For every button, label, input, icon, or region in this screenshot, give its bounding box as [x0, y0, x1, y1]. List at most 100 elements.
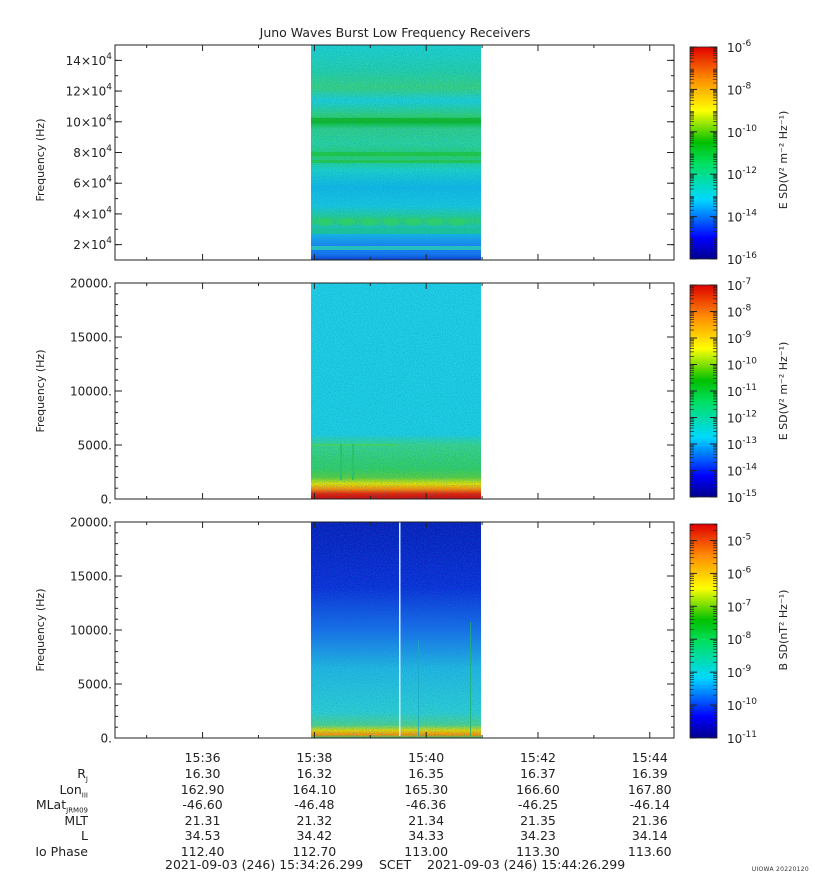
y-tick-label: 0. [101, 732, 112, 746]
panel-3-features [399, 522, 471, 736]
colorbar-tick-label: 10-7 [727, 598, 751, 614]
ephemeris-value: -46.25 [517, 797, 559, 812]
colorbar-tick-label: 10-11 [727, 730, 757, 746]
colorbar-tick-label: 10-12 [727, 166, 757, 182]
colorbar-tick-label: 10-9 [727, 330, 752, 346]
panel-1-colorbar-ticks: 10-6 10-8 10-10 10-12 10-14 10-16 [690, 39, 757, 267]
ephemeris-row-label: LonIII [59, 781, 88, 800]
ephemeris-value: 21.34 [408, 812, 445, 828]
panel-3-colorbar [690, 524, 717, 738]
y-tick-label: 15000. [70, 331, 112, 345]
credit-stamp: UIOWA 20220120 [751, 866, 809, 873]
panel-3-yaxis: 0. 5000. 10000. 15000. 20000. [70, 516, 674, 746]
spectral-streak [418, 640, 419, 736]
spectral-band [311, 228, 481, 234]
ephemeris-value: 165.30 [404, 781, 449, 797]
ephemeris-value: 166.60 [516, 781, 560, 797]
spectral-streak [470, 622, 471, 736]
time-tick-label: 15:36 [185, 750, 221, 765]
y-tick-label: 20000. [70, 516, 112, 530]
spectral-blob [317, 218, 333, 226]
y-tick-label: 8×104 [73, 144, 112, 160]
y-tick-label: 6×104 [73, 175, 112, 191]
ephemeris-value: 34.14 [631, 828, 668, 843]
spectral-cutoff-line [312, 444, 397, 446]
ephemeris-table: RJ 16.30 16.32 16.35 16.37 16.39 LonIII 162.90 1… [0, 766, 815, 859]
panel-3-spectrogram-speckle [311, 522, 481, 738]
scet-start: 2021-09-03 (246) 15:34:26.299 [165, 857, 364, 872]
spectral-blob [405, 218, 421, 226]
ephemeris-value: 113.60 [627, 843, 672, 859]
colorbar-tick-label: 10-6 [727, 565, 752, 581]
colorbar-tick-label: 10-10 [727, 697, 757, 713]
spectral-blob [383, 218, 399, 226]
panel-1-bands [311, 118, 481, 250]
y-tick-label: 5000. [78, 439, 112, 453]
spectral-blob [449, 218, 465, 226]
ephemeris-value: 21.36 [631, 812, 668, 828]
ephemeris-row-label: L [81, 828, 88, 843]
panel-3-xaxis [146, 522, 651, 738]
ephemeris-row-label: MLatJRM09 [35, 797, 88, 815]
panel-2-colorbar-label: E SD(V² m⁻² Hz⁻¹) [777, 342, 790, 441]
ephemeris-value: 112.70 [292, 843, 337, 859]
colorbar-tick-label: 10-12 [727, 410, 757, 426]
y-tick-label: 2×104 [73, 236, 112, 252]
spectral-blob [427, 218, 443, 226]
panel-1-colorbar-label: E SD(V² m⁻² Hz⁻¹) [777, 111, 790, 210]
y-tick-label: 12×104 [66, 83, 113, 99]
colorbar-tick-label: 10-5 [727, 532, 751, 548]
colorbar-tick-label: 10-9 [727, 664, 752, 680]
time-tick-label: 15:44 [632, 750, 668, 765]
time-axis-labels: 15:36 15:38 15:40 15:42 15:44 [185, 750, 668, 765]
ephemeris-row-label: Io Phase [35, 843, 88, 859]
panel-3-ylabel: Frequency (Hz) [34, 589, 47, 672]
ephemeris-row-label: MLT [64, 812, 88, 828]
chart-title: Juno Waves Burst Low Frequency Receivers [259, 25, 531, 40]
ephemeris-value: 162.90 [180, 781, 225, 797]
ephemeris-value: -46.48 [294, 797, 335, 812]
spectral-band [311, 246, 481, 250]
spectral-blob [361, 218, 377, 226]
spectral-streak [352, 444, 354, 480]
ephemeris-value: 21.32 [296, 812, 333, 828]
ephemeris-value: 16.30 [184, 766, 221, 781]
ephemeris-value: 16.35 [408, 766, 445, 781]
spectral-gap-line [399, 522, 401, 736]
y-tick-label: 4×104 [73, 205, 112, 221]
ephemeris-value: 21.31 [184, 812, 221, 828]
panel-1-xaxis [146, 45, 651, 260]
time-tick-label: 15:38 [296, 750, 332, 765]
y-tick-label: 10000. [70, 385, 112, 399]
colorbar-tick-label: 10-8 [727, 304, 752, 320]
spectral-band [311, 152, 481, 156]
ephemeris-value: 34.42 [296, 828, 333, 843]
colorbar-tick-label: 10-14 [727, 463, 757, 479]
ephemeris-value: -46.14 [629, 797, 670, 812]
colorbar-tick-label: 10-6 [727, 39, 752, 55]
panel-1: 2×104 4×104 6×104 8×104 10×104 12×104 14×104 F… [34, 39, 790, 267]
ephemeris-value: 16.32 [296, 766, 333, 781]
ephemeris-value: 113.00 [404, 843, 449, 859]
panel-2: 0. 5000. 10000. 15000. 20000. Frequency (Hz)… [34, 277, 790, 507]
scet-end: 2021-09-03 (246) 15:44:26.299 [427, 857, 626, 872]
y-tick-label: 14×104 [66, 52, 113, 68]
y-tick-label: 5000. [78, 678, 112, 692]
time-tick-label: 15:42 [520, 750, 556, 765]
colorbar-tick-label: 10-14 [727, 209, 757, 225]
colorbar-tick-label: 10-10 [727, 124, 757, 140]
ephemeris-value: 113.30 [516, 843, 560, 859]
panel-1-yaxis: 2×104 4×104 6×104 8×104 10×104 12×104 14×104 [66, 44, 674, 261]
spectral-band [311, 160, 481, 163]
panel-3: 0. 5000. 10000. 15000. 20000. Frequency (Hz)… [34, 516, 790, 747]
ephemeris-value: 167.80 [627, 781, 672, 797]
ephemeris-value: 16.37 [520, 766, 556, 781]
panel-2-features [312, 444, 397, 480]
spectral-streak [340, 444, 342, 480]
time-tick-label: 15:40 [408, 750, 444, 765]
colorbar-tick-label: 10-16 [727, 251, 757, 267]
panel-2-xaxis [146, 283, 651, 499]
colorbar-tick-label: 10-11 [727, 383, 757, 399]
colorbar-tick-label: 10-13 [727, 436, 757, 452]
